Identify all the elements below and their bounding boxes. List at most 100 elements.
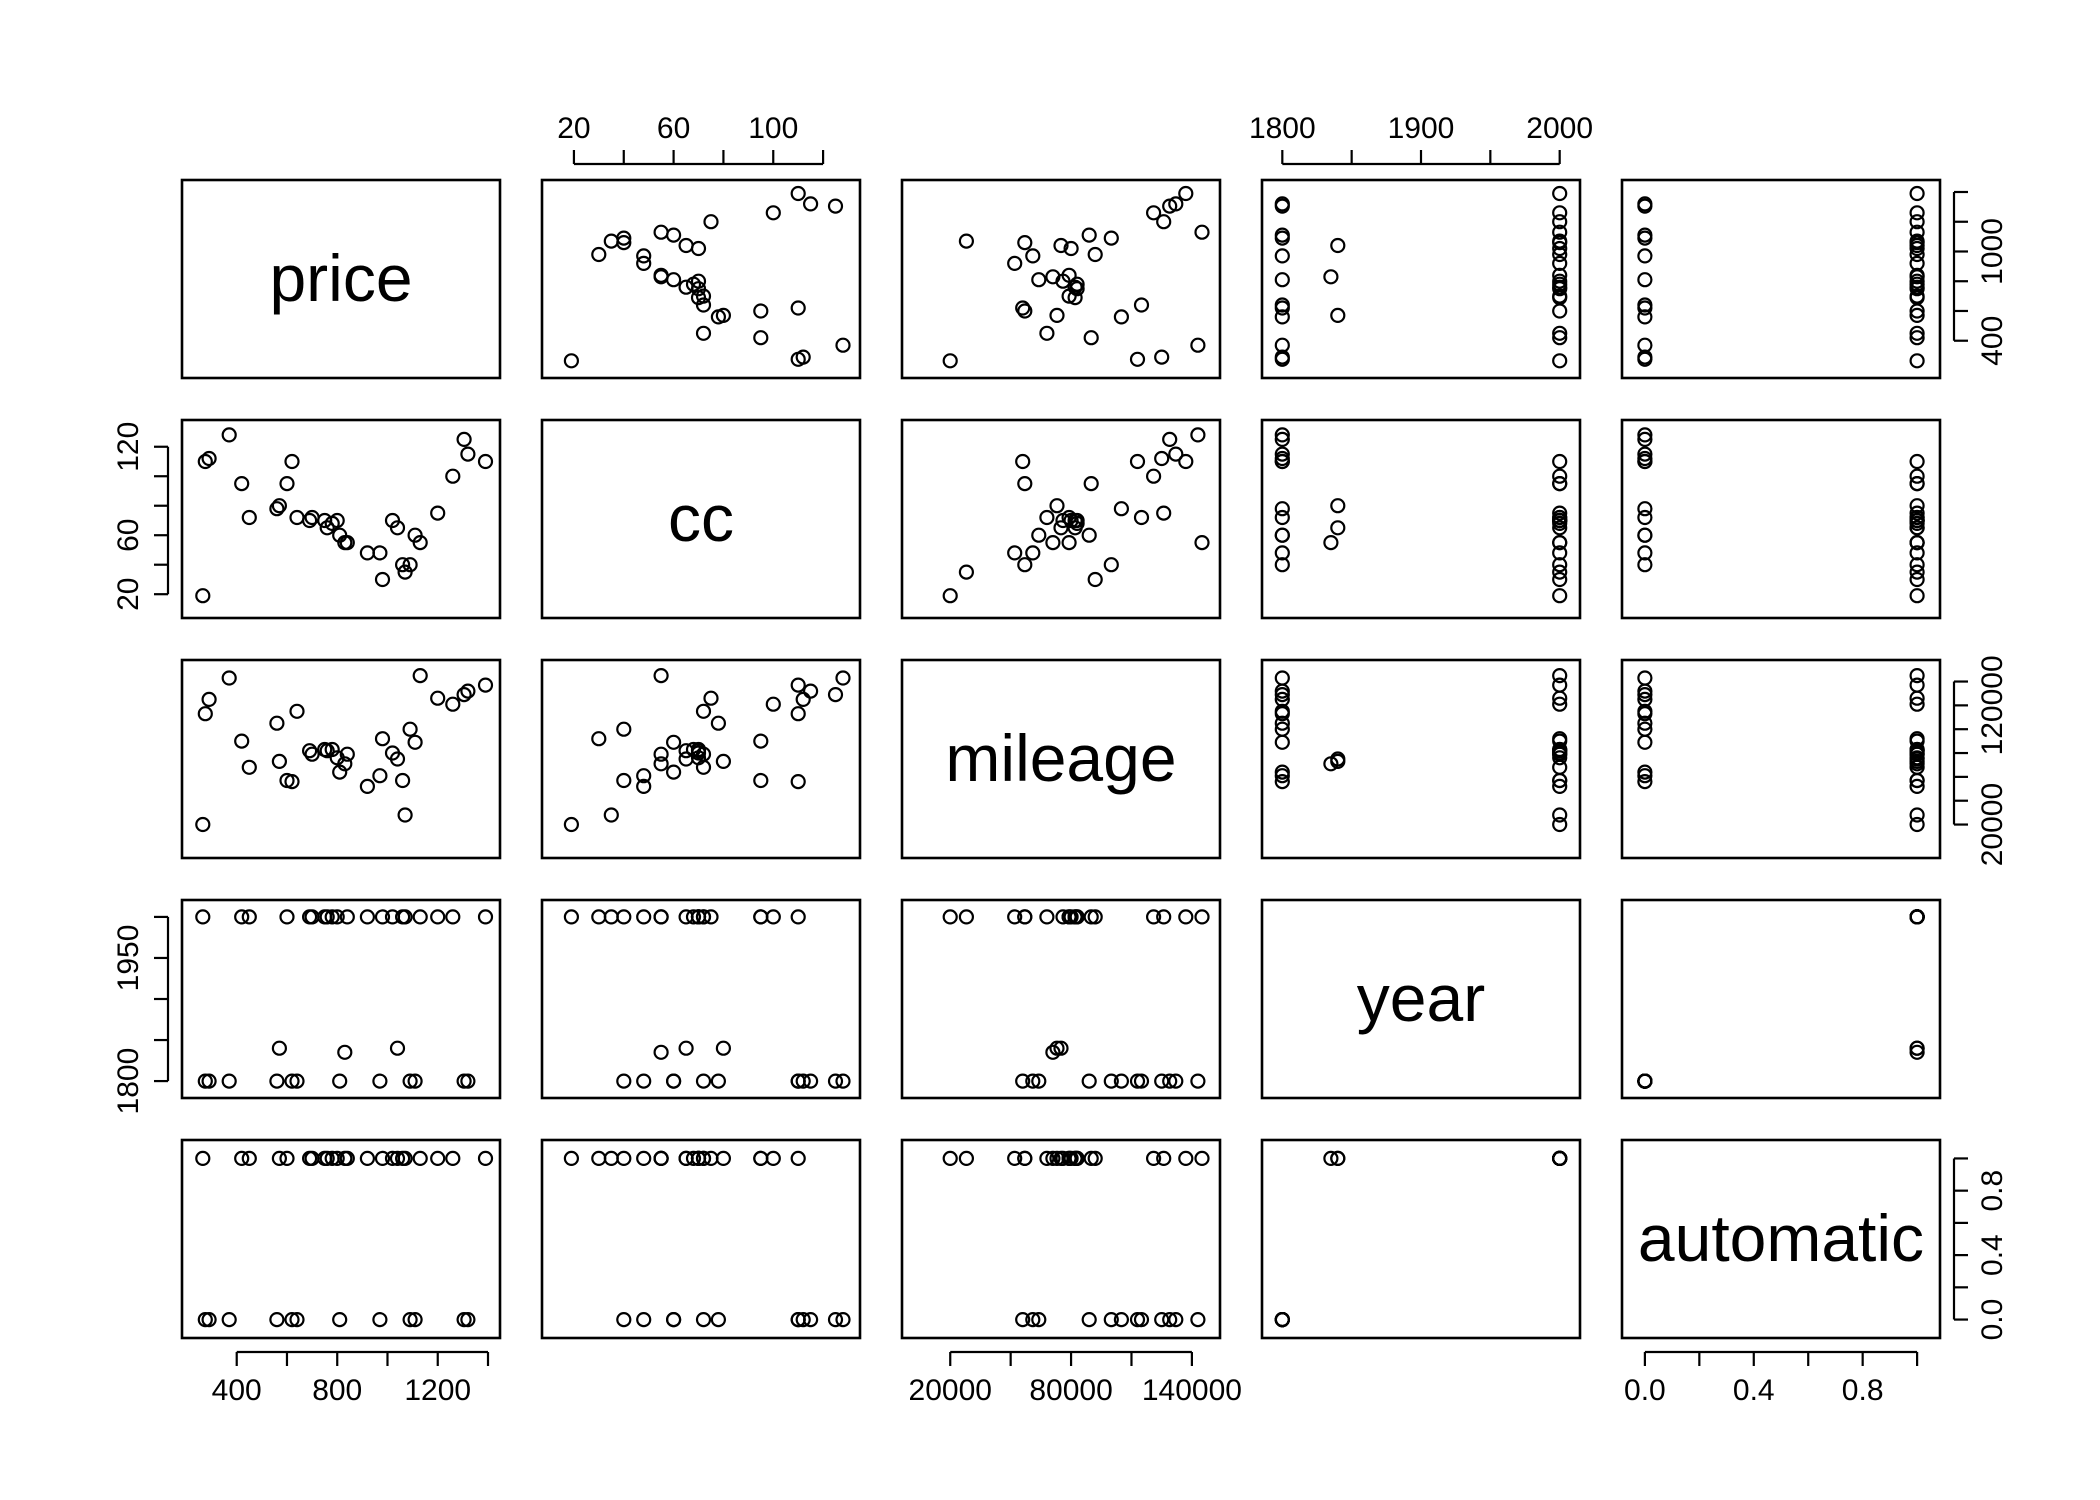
panel-year-vs-price	[180, 898, 502, 1100]
point-year-vs-mileage-32	[1154, 1073, 1170, 1089]
point-automatic-vs-cc-24	[695, 1311, 712, 1328]
point-price-vs-cc-33	[790, 351, 806, 367]
point-mileage-vs-year-31	[1274, 670, 1290, 686]
point-automatic-vs-mileage-27	[1049, 1150, 1065, 1167]
point-year-vs-mileage-23	[1067, 909, 1083, 925]
point-year-vs-cc-2	[827, 1073, 844, 1089]
point-year-vs-price-15	[339, 909, 355, 925]
point-automatic-vs-cc-7	[616, 1311, 632, 1328]
point-year-vs-mileage-26	[1017, 909, 1033, 925]
point-automatic-vs-mileage-33	[1129, 1311, 1146, 1328]
point-automatic-vs-cc-2	[827, 1311, 844, 1328]
point-automatic-vs-cc-16	[653, 1150, 669, 1167]
tick-label-mileage-2: 140000	[1142, 1374, 1242, 1407]
point-cc-vs-price-34	[195, 588, 211, 604]
point-year-vs-mileage-2	[1162, 1073, 1178, 1089]
point-mileage-vs-price-11	[384, 745, 401, 761]
point-mileage-vs-automatic-17	[1637, 764, 1653, 780]
point-mileage-vs-automatic-29	[1909, 759, 1925, 775]
point-automatic-vs-price-10	[389, 1150, 406, 1167]
point-year-vs-price-25	[284, 1073, 300, 1089]
tick-label-year-1: 1900	[1388, 112, 1455, 145]
point-year-vs-price-6	[407, 1073, 423, 1089]
point-price-vs-mileage-11	[1063, 240, 1079, 257]
point-cc-vs-price-26	[279, 476, 295, 492]
panel-price-vs-cc	[540, 178, 862, 380]
point-mileage-vs-price-17	[332, 764, 348, 780]
point-mileage-vs-price-3	[445, 696, 461, 712]
panel-automatic-vs-year	[1260, 1138, 1582, 1340]
panel-cc-vs-cc	[540, 418, 862, 620]
point-price-vs-mileage-30	[1083, 330, 1099, 346]
panel-mileage-vs-year	[1260, 658, 1582, 860]
point-price-vs-cc-24	[695, 297, 712, 313]
point-mileage-vs-price-0	[477, 677, 494, 693]
point-mileage-vs-automatic-31	[1637, 670, 1653, 686]
point-year-vs-automatic-27	[1909, 1040, 1925, 1056]
point-mileage-vs-automatic-23	[1909, 743, 1925, 759]
point-mileage-vs-year-23	[1552, 743, 1568, 759]
point-mileage-vs-cc-14	[636, 778, 652, 795]
point-mileage-vs-price-24	[289, 703, 305, 719]
point-cc-vs-year-14	[1552, 545, 1568, 561]
panel-cc-vs-price	[180, 418, 502, 620]
point-price-vs-cc-30	[753, 330, 769, 346]
point-cc-vs-mileage-15	[1061, 534, 1077, 551]
point-automatic-vs-cc-34	[563, 1150, 580, 1167]
point-mileage-vs-price-2	[456, 686, 472, 703]
point-year-vs-mileage-17	[1031, 1073, 1047, 1089]
tick-label-price-1: 800	[312, 1374, 362, 1407]
point-cc-vs-automatic-7	[1637, 557, 1653, 573]
point-mileage-vs-price-18	[329, 750, 345, 766]
point-mileage-vs-cc-8	[603, 807, 619, 823]
point-automatic-vs-mileage-2	[1162, 1311, 1178, 1328]
point-year-vs-cc-29	[695, 909, 712, 925]
point-year-vs-mileage-7	[1103, 1073, 1119, 1089]
point-cc-vs-mileage-17	[1031, 527, 1047, 543]
point-cc-vs-mileage-13	[1025, 545, 1041, 561]
point-mileage-vs-price-31	[221, 670, 237, 686]
tick-label-year-2: 2000	[1526, 112, 1593, 145]
point-mileage-vs-year-30	[1552, 733, 1568, 749]
point-mileage-vs-price-12	[374, 731, 391, 747]
point-cc-vs-mileage-14	[1007, 545, 1023, 561]
point-cc-vs-price-24	[289, 509, 305, 526]
tick-label-year_left-1: 1950	[112, 925, 145, 992]
point-price-vs-year-3	[1552, 205, 1568, 221]
point-cc-vs-price-3	[445, 468, 461, 484]
point-automatic-vs-cc-0	[790, 1150, 806, 1167]
point-price-vs-cc-10	[678, 237, 694, 254]
point-year-vs-cc-23	[690, 909, 707, 925]
point-cc-vs-automatic-24	[1637, 509, 1653, 526]
point-price-vs-mileage-34	[942, 353, 958, 369]
point-automatic-vs-price-19	[324, 1150, 340, 1167]
point-cc-vs-mileage-7	[1103, 557, 1119, 573]
point-cc-vs-price-31	[221, 427, 237, 443]
panel-automatic-vs-automatic	[1620, 1138, 1942, 1340]
point-mileage-vs-price-21	[317, 741, 333, 758]
point-mileage-vs-price-5	[412, 667, 428, 684]
point-cc-vs-price-4	[430, 505, 446, 521]
point-cc-vs-mileage-32	[1154, 450, 1170, 467]
point-automatic-vs-mileage-23	[1067, 1150, 1083, 1167]
panel-year-vs-year	[1260, 898, 1582, 1100]
point-year-vs-price-26	[279, 909, 295, 925]
point-mileage-vs-automatic-2	[1637, 686, 1653, 703]
point-mileage-vs-automatic-27	[1909, 753, 1925, 770]
point-cc-vs-year-24	[1274, 509, 1290, 526]
point-mileage-vs-cc-27	[715, 753, 732, 770]
point-year-vs-price-11	[384, 909, 401, 925]
point-automatic-vs-price-11	[384, 1150, 401, 1167]
point-cc-vs-mileage-6	[1081, 527, 1097, 543]
point-year-vs-price-16	[337, 1044, 353, 1060]
point-automatic-vs-mileage-29	[1039, 1150, 1055, 1167]
point-automatic-vs-mileage-14	[1007, 1150, 1023, 1167]
point-cc-vs-price-1	[460, 446, 476, 462]
tick-label-year-0: 1800	[1249, 112, 1316, 145]
point-year-vs-price-24	[289, 1073, 305, 1089]
point-price-vs-mileage-29	[1039, 325, 1055, 341]
point-year-vs-cc-30	[753, 909, 769, 925]
point-year-vs-cc-13	[636, 1073, 652, 1089]
point-year-vs-cc-19	[685, 909, 702, 925]
tick-label-automatic_right-0: 0.0	[1976, 1299, 2009, 1341]
